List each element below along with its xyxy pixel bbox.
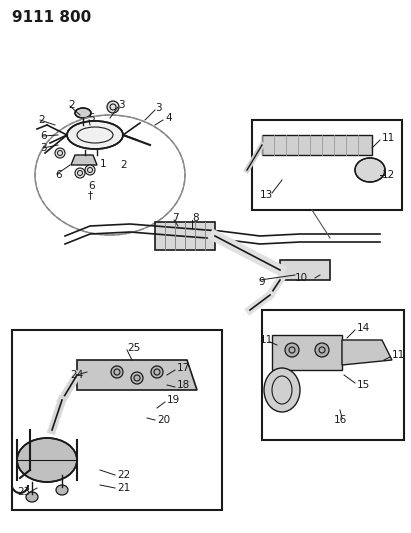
Ellipse shape	[107, 101, 119, 113]
Text: 3: 3	[118, 100, 125, 110]
Text: 21: 21	[117, 483, 130, 493]
Ellipse shape	[315, 343, 329, 357]
Ellipse shape	[285, 343, 299, 357]
Polygon shape	[280, 260, 330, 280]
Text: 2: 2	[68, 100, 75, 110]
Text: 8: 8	[192, 213, 199, 223]
Text: 1: 1	[100, 159, 106, 169]
Text: 6: 6	[88, 181, 95, 191]
Ellipse shape	[56, 485, 68, 495]
Text: 5: 5	[88, 113, 95, 123]
Text: 19: 19	[167, 395, 180, 405]
Text: 7: 7	[172, 213, 179, 223]
Text: 16: 16	[334, 415, 347, 425]
Polygon shape	[342, 340, 392, 365]
Text: 23: 23	[17, 487, 30, 497]
Text: 12: 12	[382, 170, 395, 180]
Text: 3: 3	[155, 103, 162, 113]
Text: 11: 11	[382, 133, 395, 143]
Ellipse shape	[355, 158, 385, 182]
Polygon shape	[71, 155, 97, 165]
Bar	[252, 120, 402, 210]
Text: †: †	[88, 190, 93, 200]
Text: 25: 25	[127, 343, 140, 353]
Polygon shape	[262, 135, 372, 155]
Text: 2: 2	[120, 160, 127, 170]
Text: 6: 6	[40, 131, 46, 141]
Polygon shape	[155, 222, 215, 250]
Text: 4: 4	[165, 113, 172, 123]
Ellipse shape	[264, 368, 300, 412]
Text: 24: 24	[70, 370, 83, 380]
Text: 9: 9	[258, 277, 265, 287]
Text: 2: 2	[38, 115, 45, 125]
Ellipse shape	[55, 148, 65, 158]
Text: 13: 13	[260, 190, 273, 200]
Ellipse shape	[75, 108, 91, 118]
Ellipse shape	[85, 165, 95, 175]
Text: 17: 17	[177, 363, 190, 373]
Text: 3: 3	[40, 143, 46, 153]
Text: 11: 11	[260, 335, 273, 345]
Ellipse shape	[151, 366, 163, 378]
Text: 9111 800: 9111 800	[12, 11, 91, 26]
Polygon shape	[77, 360, 197, 390]
Bar	[12, 330, 222, 510]
Ellipse shape	[67, 121, 123, 149]
Text: 11: 11	[392, 350, 405, 360]
Text: 6: 6	[55, 170, 62, 180]
Text: 14: 14	[357, 323, 370, 333]
Text: 10: 10	[295, 273, 308, 283]
Polygon shape	[272, 335, 342, 370]
Text: 15: 15	[357, 380, 370, 390]
Bar	[262, 310, 404, 440]
Text: 22: 22	[117, 470, 130, 480]
Ellipse shape	[75, 168, 85, 178]
Ellipse shape	[111, 366, 123, 378]
Ellipse shape	[131, 372, 143, 384]
Text: 18: 18	[177, 380, 190, 390]
Ellipse shape	[26, 492, 38, 502]
Ellipse shape	[17, 438, 77, 482]
Text: 20: 20	[157, 415, 170, 425]
